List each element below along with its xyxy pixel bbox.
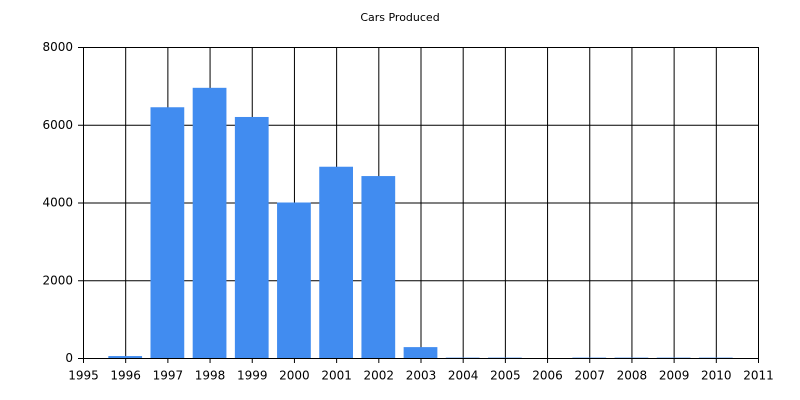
x-tick-label: 1995 [68, 369, 99, 383]
bar [108, 356, 143, 358]
y-tick-label: 0 [65, 351, 73, 365]
x-tick-label: 2008 [617, 369, 648, 383]
y-tick-label: 8000 [42, 40, 73, 54]
x-tick-label: 2001 [321, 369, 352, 383]
x-tick-label: 2000 [279, 369, 310, 383]
bar [277, 202, 311, 358]
x-tick-label: 2003 [406, 369, 437, 383]
x-tick-label: 2009 [659, 369, 690, 383]
y-tick-label: 6000 [42, 118, 73, 132]
y-tick-label: 2000 [42, 273, 73, 287]
bar [319, 166, 353, 358]
x-tick-label: 1999 [237, 369, 268, 383]
chart-title: Cars Produced [360, 11, 439, 24]
x-tick-label: 2005 [490, 369, 521, 383]
y-tick-label: 4000 [42, 196, 73, 210]
x-tick-label: 2004 [448, 369, 479, 383]
bar [150, 107, 185, 358]
x-tick-label: 1996 [110, 369, 141, 383]
bar [403, 347, 438, 358]
x-tick-label: 2006 [532, 369, 563, 383]
bar [192, 87, 227, 358]
x-tick-label: 2011 [743, 369, 774, 383]
x-tick-label: 2010 [701, 369, 732, 383]
bar [361, 176, 396, 358]
x-tick-label: 1997 [153, 369, 184, 383]
x-tick-label: 2002 [364, 369, 395, 383]
x-tick-label: 2007 [574, 369, 605, 383]
x-tick-label: 1998 [195, 369, 226, 383]
bar [234, 116, 269, 358]
